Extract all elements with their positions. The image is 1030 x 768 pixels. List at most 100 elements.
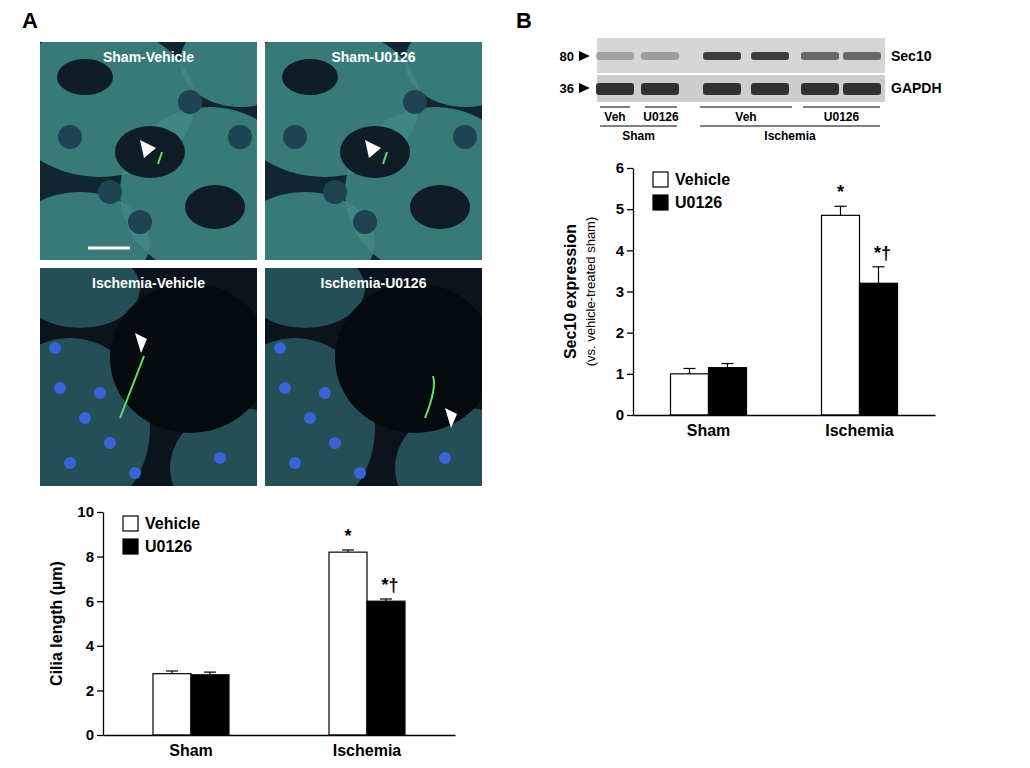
tubule <box>265 42 420 177</box>
plot-area <box>671 206 898 415</box>
group-label: Ischemia <box>764 129 816 143</box>
legend-swatch <box>123 539 138 554</box>
nucleus <box>403 90 427 114</box>
nucleus <box>453 125 477 149</box>
error-bar <box>835 206 847 215</box>
x-tick-label: Ischemia <box>333 742 402 759</box>
y-tick-mark <box>97 556 103 557</box>
y-tick-mark <box>627 291 633 292</box>
x-axis-line <box>104 735 456 736</box>
micrograph <box>40 268 257 486</box>
y-tick: 8 <box>86 548 103 565</box>
panel-label: A <box>22 8 38 33</box>
error-bar <box>722 364 734 368</box>
error-stem <box>689 368 690 373</box>
x-axis: Sham Ischemia <box>634 415 936 439</box>
error-bar <box>380 599 392 601</box>
legend-swatch <box>123 516 138 531</box>
blot-band <box>751 83 789 95</box>
micrograph-label: Ischemia-Vehicle <box>92 275 205 291</box>
error-cap <box>204 672 216 673</box>
nucleus <box>64 457 76 469</box>
scale-bar <box>88 247 130 250</box>
error-stem <box>878 267 879 283</box>
x-tick-label: Ischemia <box>825 422 894 439</box>
legend-entry: Vehicle <box>653 171 730 188</box>
y-tick: 4 <box>616 242 633 259</box>
y-axis-title: Sec10 expression <box>562 224 579 359</box>
lumen <box>110 283 257 433</box>
y-tick-label: 10 <box>77 503 94 520</box>
nucleus <box>329 437 341 449</box>
y-axis: 0 2 4 6 8 10 <box>77 503 103 743</box>
x-tick: Sham <box>169 735 213 759</box>
micrograph-label: Ischemia-U0126 <box>321 275 427 291</box>
y-tick-mark <box>627 168 633 169</box>
legend: VehicleU0126 <box>123 515 200 555</box>
y-axis-title: Cilia length (µm) <box>48 561 65 686</box>
lumen <box>185 185 245 229</box>
y-tick-label: 6 <box>86 593 94 610</box>
bar <box>822 215 860 415</box>
annotation: *† <box>381 575 398 595</box>
x-tick: Sham <box>687 415 731 439</box>
micrograph-label: Sham-U0126 <box>331 49 415 65</box>
y-tick-label: 1 <box>616 365 624 382</box>
y-tick-label: 0 <box>86 726 94 743</box>
x-tick-label: Sham <box>169 742 213 759</box>
y-axis-title: (vs. vehicle-treated sham) <box>583 217 598 367</box>
y-tick-mark <box>97 690 103 691</box>
error-cap <box>684 368 696 369</box>
y-tick: 0 <box>616 406 633 423</box>
bar <box>709 368 747 415</box>
y-tick: 4 <box>86 637 103 654</box>
band-label: Sec10 <box>891 48 932 64</box>
legend-entry: U0126 <box>653 194 722 211</box>
legend-label: Vehicle <box>675 171 730 188</box>
kda-marker: 80 <box>560 49 574 64</box>
lane-label: Veh <box>604 110 625 124</box>
annotation: * <box>344 526 351 546</box>
blot-band <box>703 83 741 95</box>
blot-band <box>751 52 789 60</box>
plot-area <box>153 550 405 735</box>
blot-band <box>641 52 679 60</box>
arrowhead <box>135 333 147 353</box>
nucleus <box>274 342 286 354</box>
error-cap <box>873 266 885 267</box>
y-tick-mark <box>627 333 633 334</box>
y-tick: 6 <box>86 593 103 610</box>
blot-band <box>843 83 881 95</box>
nucleus <box>49 342 61 354</box>
y-tick-mark <box>97 646 103 647</box>
nucleus <box>58 125 82 149</box>
legend-entry: Vehicle <box>123 515 200 532</box>
legend: Vehicle U0126 <box>653 171 730 211</box>
nucleus <box>94 387 106 399</box>
y-tick-label: 4 <box>86 637 95 654</box>
y-tick: 5 <box>616 200 633 217</box>
y-tick-mark <box>627 415 633 416</box>
lane-label: U0126 <box>824 110 860 124</box>
nucleus <box>304 412 316 424</box>
y-axis-line <box>633 169 634 416</box>
nucleus <box>319 387 331 399</box>
y-tick-label: 2 <box>86 682 94 699</box>
y-tick-mark <box>627 374 633 375</box>
error-bar <box>166 671 178 674</box>
legend-label: U0126 <box>675 194 722 211</box>
group-rule <box>700 126 880 127</box>
y-tick-mark <box>97 735 103 736</box>
y-tick-mark <box>627 250 633 251</box>
blot-band <box>596 52 634 60</box>
y-tick: 0 <box>86 726 103 743</box>
x-tick: Ischemia <box>825 415 894 439</box>
y-tick: 3 <box>616 283 633 300</box>
nucleus <box>283 125 307 149</box>
error-cap <box>835 206 847 207</box>
nucleus <box>98 180 122 204</box>
nucleus <box>279 382 291 394</box>
figure: ABSham-VehicleSham-U0126Ischemia-Vehicle… <box>0 0 1030 768</box>
nucleus <box>228 125 252 149</box>
lane-rule <box>803 107 880 108</box>
